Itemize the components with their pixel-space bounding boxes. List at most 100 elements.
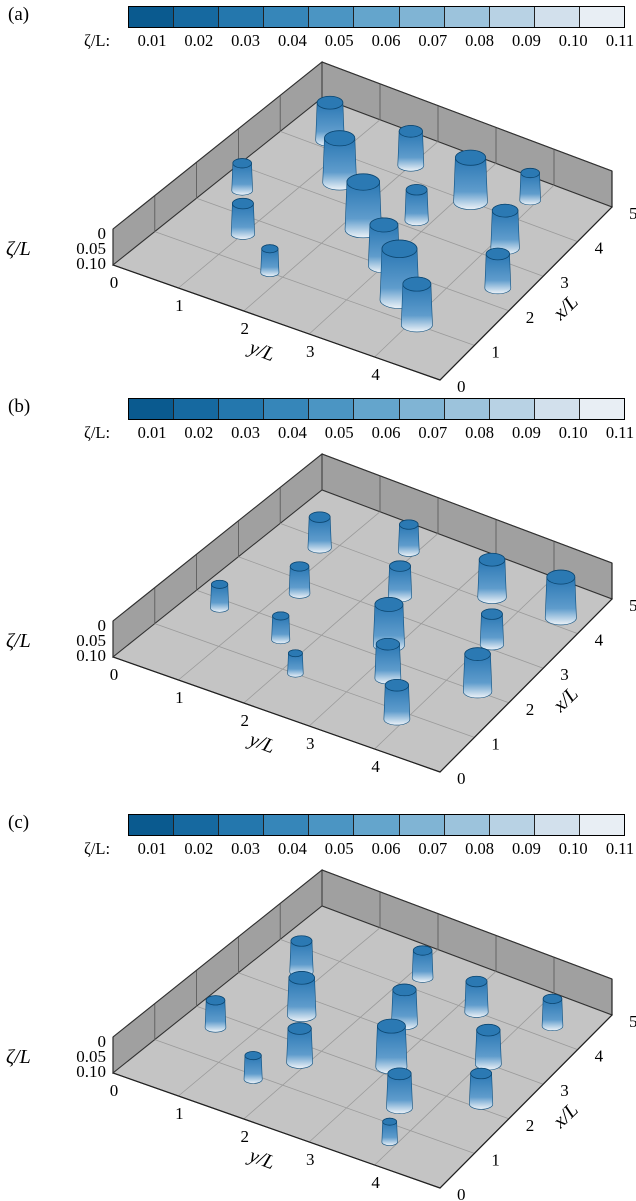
z-axis-title: ζ/L xyxy=(6,1046,31,1068)
colorbar-tick-label: 0.02 xyxy=(184,31,213,51)
colorbar-swatch xyxy=(490,7,535,27)
panel-b: (b) ζ/L: 0.01 0.02 0.03 0.04 0.05 0.06 0.07 0.0… xyxy=(0,392,636,784)
colorbar-ticks: 0.01 0.02 0.03 0.04 0.05 0.06 0.07 0.08 0.09 0.10… xyxy=(152,839,620,859)
x-tick-label: 2 xyxy=(526,1116,535,1135)
colorbar-tick-label: 0.05 xyxy=(325,839,354,859)
colorbar-tick-label: 0.09 xyxy=(512,31,541,51)
vortex-isosurface xyxy=(485,248,511,294)
panel-label: (c) xyxy=(8,812,29,834)
colorbar-swatch xyxy=(174,7,219,27)
colorbar-tick-label: 0.10 xyxy=(559,423,588,443)
z-tick-label: 0.10 xyxy=(76,1062,106,1081)
y-axis-title: y/L xyxy=(244,1144,277,1174)
vortex-isosurface xyxy=(205,996,226,1033)
colorbar-swatch xyxy=(264,815,309,835)
isosurface-plot: 01234501234500.050.10y/Lx/Lζ/L xyxy=(0,858,636,1200)
x-tick-label: 1 xyxy=(491,1150,500,1169)
x-axis-title: x/L xyxy=(548,1099,582,1133)
vortex-isosurface xyxy=(475,1024,501,1070)
isosurface-plot: 01234501234500.050.10y/Lx/Lζ/L xyxy=(0,442,636,784)
colorbar-swatch xyxy=(490,815,535,835)
colorbar-swatch xyxy=(400,7,445,27)
vortex-isosurface xyxy=(412,946,433,983)
y-tick-label: 3 xyxy=(306,342,315,361)
z-axis-title: ζ/L xyxy=(6,238,31,260)
y-tick-label: 1 xyxy=(175,296,184,315)
vortex-isosurface xyxy=(469,1068,492,1109)
y-tick-label: 2 xyxy=(241,1127,250,1146)
vortex-isosurface xyxy=(454,150,488,209)
colorbar-swatch xyxy=(445,399,490,419)
vortex-isosurface xyxy=(401,277,432,332)
colorbar-swatch xyxy=(264,399,309,419)
colorbar-swatch xyxy=(264,7,309,27)
x-axis-title: x/L xyxy=(548,291,582,325)
y-tick-label: 3 xyxy=(306,1150,315,1169)
vortex-isosurface xyxy=(405,185,428,226)
colorbar-tick-label: 0.06 xyxy=(372,423,401,443)
vortex-isosurface xyxy=(375,638,401,684)
colorbar-tick-label: 0.03 xyxy=(231,423,260,443)
vortex-isosurface xyxy=(384,679,410,725)
panel-label: (b) xyxy=(8,396,30,418)
colorbar-tick-label: 0.09 xyxy=(512,839,541,859)
vortex-isosurface xyxy=(398,520,419,557)
colorbar-tick-label: 0.01 xyxy=(138,423,167,443)
z-tick-label: 0.10 xyxy=(76,254,106,273)
colorbar-tick-label: 0.03 xyxy=(231,31,260,51)
vortex-isosurface xyxy=(545,570,576,625)
vortex-isosurface xyxy=(542,994,563,1031)
x-axis-title: x/L xyxy=(548,683,582,717)
colorbar-tick-label: 0.04 xyxy=(278,423,307,443)
x-tick-label: 3 xyxy=(560,665,569,684)
vortex-isosurface xyxy=(520,168,541,205)
colorbar-swatch xyxy=(354,399,399,419)
vortex-isosurface xyxy=(480,609,503,650)
colorbar-tick-label: 0.06 xyxy=(372,839,401,859)
x-tick-label: 3 xyxy=(560,1081,569,1100)
colorbar-tick-label: 0.05 xyxy=(325,423,354,443)
vortex-isosurface xyxy=(289,562,310,599)
colorbar-swatch xyxy=(309,815,354,835)
colorbar-swatch xyxy=(535,7,580,27)
y-tick-label: 4 xyxy=(371,365,380,384)
panel-a: (a) ζ/L: 0.01 0.02 0.03 0.04 0.05 0.06 0.07 0.0… xyxy=(0,0,636,392)
colorbar-ticks: 0.01 0.02 0.03 0.04 0.05 0.06 0.07 0.08 0.09 0.10… xyxy=(152,31,620,51)
colorbar xyxy=(128,398,625,420)
colorbar-tick-label: 0.05 xyxy=(325,31,354,51)
colorbar-swatch xyxy=(354,815,399,835)
y-tick-label: 2 xyxy=(241,711,250,730)
vortex-isosurface xyxy=(261,245,279,277)
vortex-isosurface xyxy=(388,561,411,602)
colorbar-swatch xyxy=(400,399,445,419)
vortex-isosurface xyxy=(231,198,254,239)
colorbar-swatch xyxy=(400,815,445,835)
colorbar-tick-label: 0.01 xyxy=(138,839,167,859)
x-tick-label: 3 xyxy=(560,273,569,292)
x-tick-label: 0 xyxy=(457,377,466,392)
y-tick-label: 0 xyxy=(110,1081,119,1100)
colorbar-swatch xyxy=(219,399,264,419)
vortex-isosurface xyxy=(491,204,520,254)
vortex-isosurface xyxy=(232,159,253,196)
x-tick-label: 0 xyxy=(457,769,466,784)
colorbar-tick-label: 0.07 xyxy=(418,423,447,443)
colorbar-label: ζ/L: xyxy=(84,31,110,51)
colorbar-tick-label: 0.01 xyxy=(138,31,167,51)
vortex-isosurface xyxy=(387,1068,413,1114)
y-tick-label: 0 xyxy=(110,273,119,292)
colorbar-swatch xyxy=(580,7,624,27)
panel-c: (c) ζ/L: 0.01 0.02 0.03 0.04 0.05 0.06 0.07 0.0… xyxy=(0,808,636,1200)
colorbar-swatch xyxy=(309,399,354,419)
colorbar-swatch xyxy=(129,399,174,419)
y-axis-title: y/L xyxy=(244,728,277,758)
colorbar-swatch xyxy=(174,399,219,419)
colorbar-swatch xyxy=(129,815,174,835)
colorbar-swatch xyxy=(445,815,490,835)
x-tick-label: 5 xyxy=(629,596,636,615)
colorbar-label: ζ/L: xyxy=(84,839,110,859)
colorbar-tick-label: 0.07 xyxy=(418,839,447,859)
vortex-isosurface xyxy=(376,1019,407,1074)
colorbar-tick-label: 0.02 xyxy=(184,423,213,443)
x-tick-label: 5 xyxy=(629,204,636,223)
